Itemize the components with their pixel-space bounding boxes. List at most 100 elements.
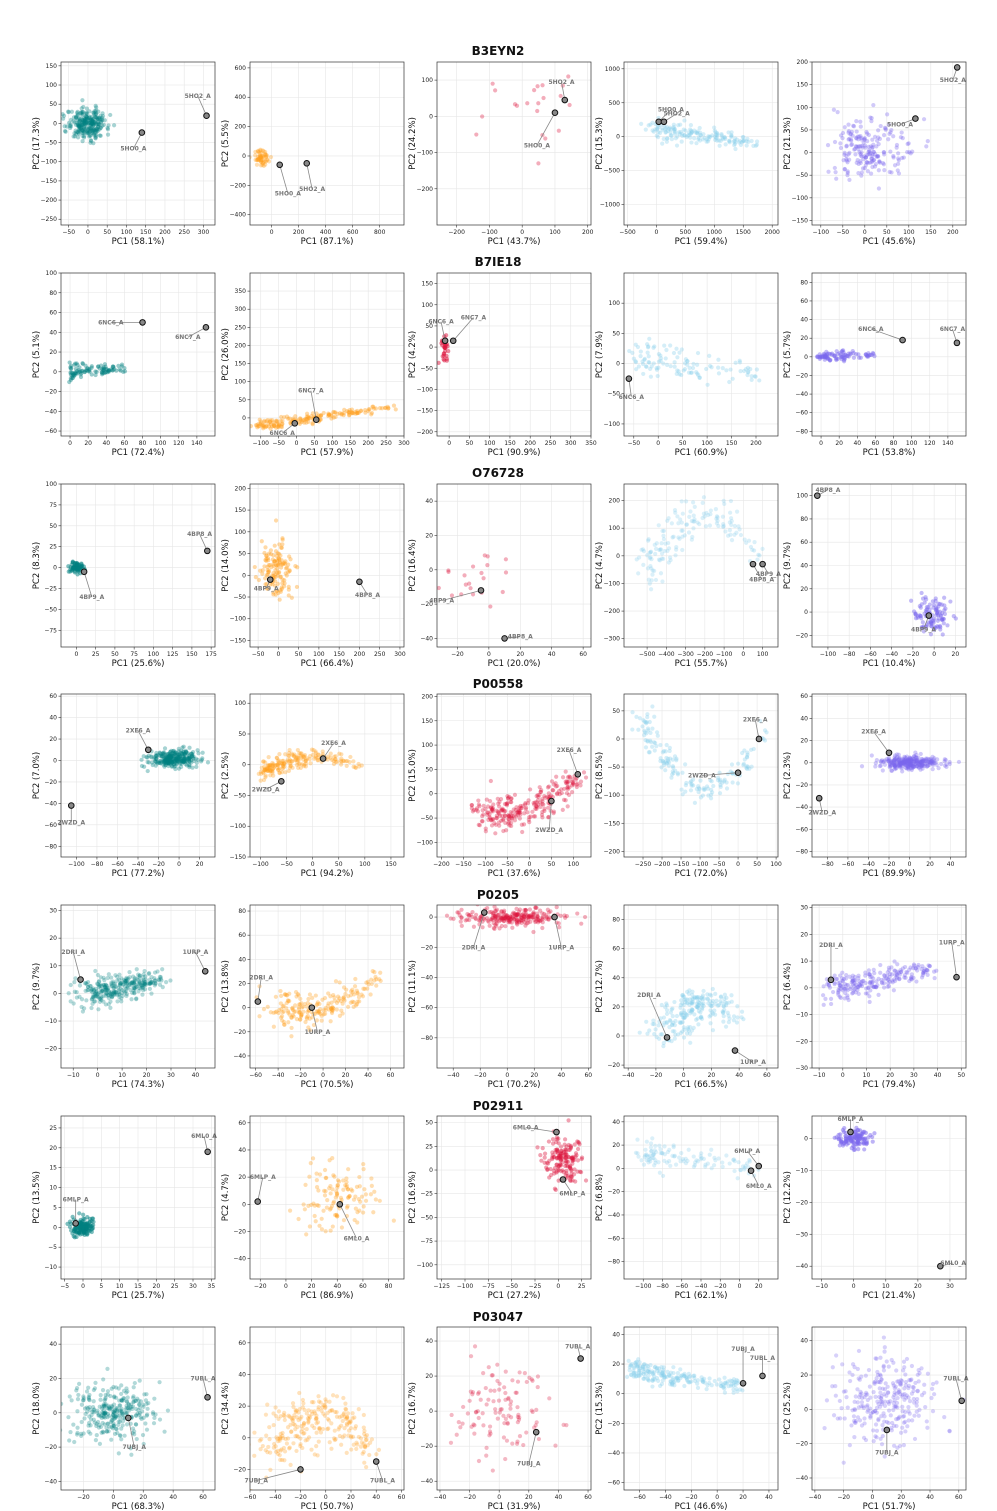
data-point [506, 814, 511, 819]
data-point [355, 410, 360, 416]
data-point [77, 117, 83, 123]
data-point [458, 919, 463, 924]
annotation-label: 2WZD_A [535, 827, 563, 834]
data-point [344, 763, 349, 769]
data-point [370, 404, 375, 409]
data-point [268, 418, 273, 423]
data-point [668, 125, 673, 130]
data-point [925, 764, 930, 769]
data-point [475, 905, 480, 907]
y-tick-label: −400 [230, 212, 247, 219]
data-point [873, 764, 878, 769]
data-point [688, 135, 693, 140]
y-tick-label: −150 [230, 854, 247, 861]
data-point [459, 907, 464, 912]
data-point [108, 367, 113, 372]
data-point [264, 154, 269, 159]
y-tick-label: 0 [616, 736, 620, 743]
data-point [490, 81, 495, 86]
data-point [463, 918, 468, 923]
data-point [265, 1004, 270, 1009]
point-cloud [825, 103, 930, 191]
x-tick-label: −20 [152, 861, 165, 868]
data-point [79, 121, 85, 126]
data-point [680, 547, 685, 553]
y-tick-label: −100 [604, 580, 621, 587]
data-point [892, 767, 897, 772]
data-point [496, 820, 502, 825]
data-point [693, 130, 698, 135]
data-point [68, 365, 73, 370]
data-point [528, 787, 533, 792]
row-title: O76728 [472, 466, 524, 480]
data-point [726, 130, 731, 135]
x-tick-label: 100 [903, 229, 915, 236]
data-point [262, 419, 267, 425]
data-point [274, 563, 279, 568]
data-point [268, 422, 274, 427]
data-point [322, 995, 328, 1001]
data-point [645, 345, 651, 350]
data-point [927, 607, 932, 612]
data-point [749, 138, 754, 144]
data-point [703, 524, 709, 529]
highlight-point-4bp9_a [759, 560, 766, 568]
data-point [80, 122, 85, 128]
data-point [662, 127, 668, 132]
data-point [883, 126, 888, 131]
data-point [80, 368, 85, 373]
data-point [924, 144, 929, 149]
data-point [62, 124, 67, 129]
data-point [726, 533, 731, 538]
data-point [82, 119, 87, 124]
data-point [86, 127, 91, 132]
data-point [270, 418, 275, 423]
x-tick-label: 40 [192, 1072, 200, 1079]
data-point [852, 147, 857, 152]
highlight-point-2wzd_a [815, 794, 823, 802]
x-tick-label: 40 [557, 1072, 565, 1079]
data-point [77, 118, 82, 124]
x-tick-label: 40 [102, 440, 110, 447]
highlight-point-6nc6_a [291, 420, 299, 427]
y-tick-label: −20 [44, 1046, 57, 1053]
x-tick-label: 50 [111, 651, 119, 658]
data-point [94, 126, 99, 131]
highlight-point-5ho2_a [953, 64, 961, 71]
data-point [260, 162, 265, 168]
data-point [74, 361, 79, 366]
data-point [854, 119, 859, 124]
data-point [888, 130, 893, 135]
data-point [692, 800, 698, 805]
data-point [727, 138, 732, 143]
data-point [680, 133, 685, 138]
data-point [889, 170, 894, 175]
data-point [680, 770, 685, 775]
data-point [873, 152, 878, 157]
data-point [874, 758, 879, 763]
data-point [134, 967, 139, 972]
data-point [72, 371, 77, 376]
data-point [106, 1002, 111, 1007]
data-point [729, 538, 735, 543]
data-point [753, 143, 759, 148]
y-tick-label: −200 [230, 182, 247, 189]
data-point [327, 412, 332, 417]
data-point [664, 124, 670, 130]
data-point [846, 354, 851, 359]
data-point [676, 521, 681, 526]
data-point [920, 620, 925, 625]
data-point [329, 1006, 334, 1011]
data-point [83, 988, 88, 993]
data-point [75, 371, 80, 376]
data-point [663, 749, 668, 754]
data-point [533, 905, 538, 910]
data-point [854, 129, 859, 134]
data-point [149, 974, 154, 980]
data-point [716, 365, 721, 370]
data-point [87, 109, 92, 114]
data-point [259, 157, 264, 163]
data-point [868, 151, 873, 156]
data-point [350, 990, 355, 995]
data-point [842, 150, 847, 155]
